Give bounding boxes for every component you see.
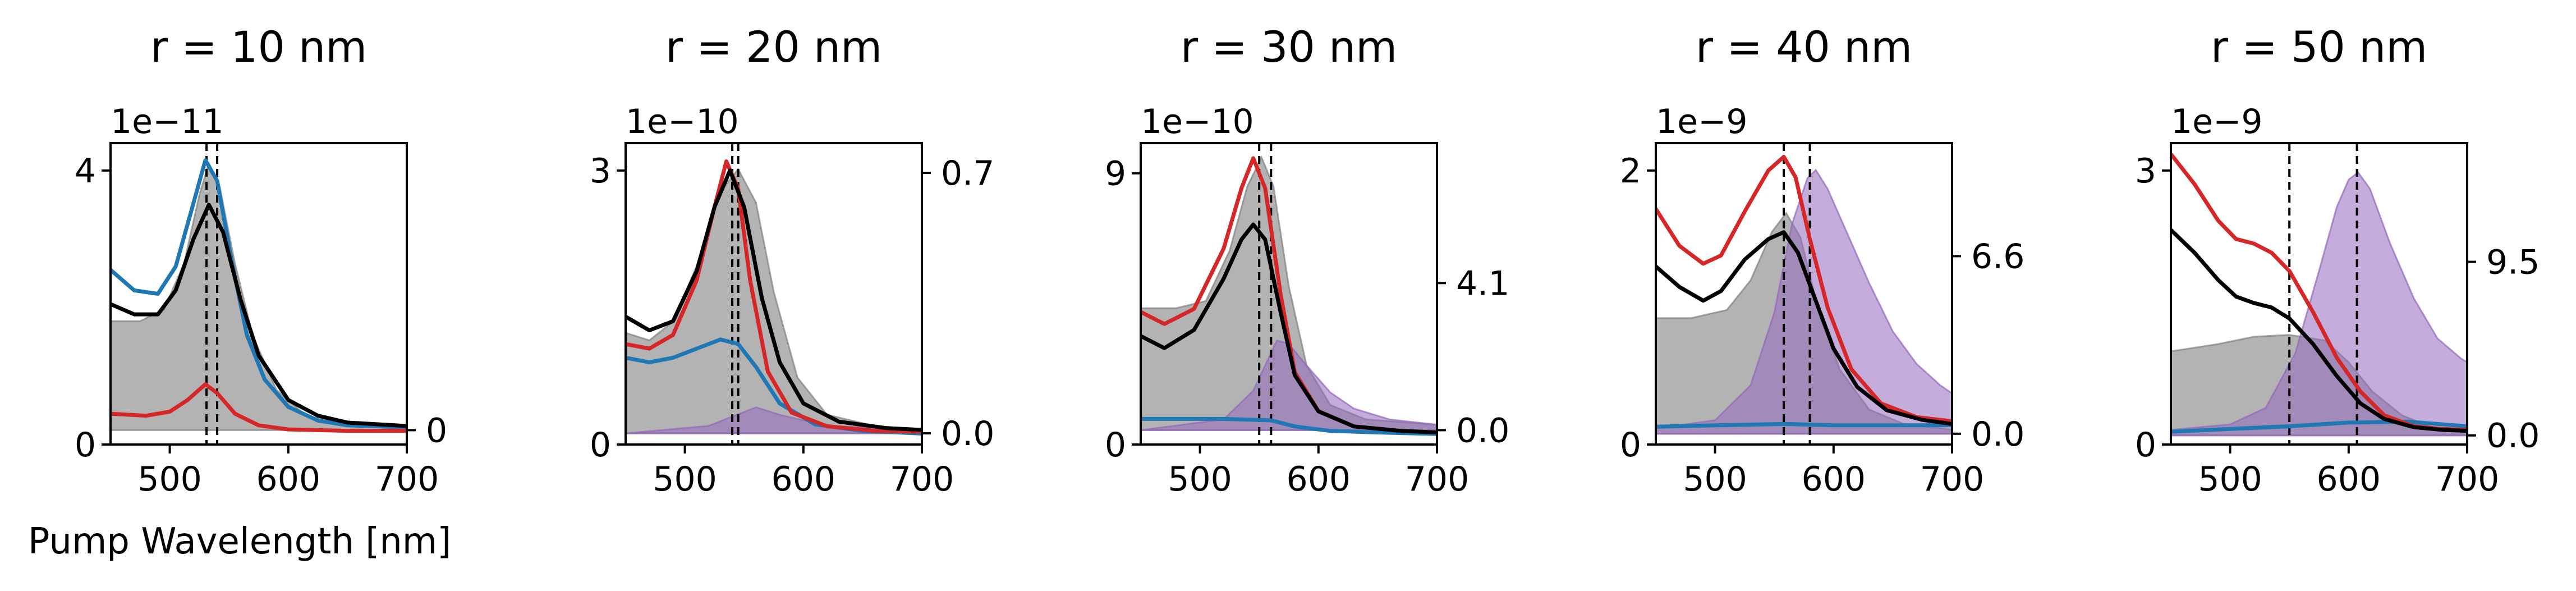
x-tick-label: 600 — [2317, 460, 2381, 499]
axes-frame — [109, 142, 408, 446]
left-y-tick-label: 3 — [2135, 152, 2156, 191]
y-axis-multiplier: 1e−10 — [626, 102, 739, 141]
left-y-tick-label: 0 — [590, 425, 611, 465]
series-line — [111, 203, 407, 428]
x-tick-label: 700 — [1405, 460, 1470, 499]
panel-title: r = 10 nm — [150, 22, 367, 72]
panel-4: 500 600 700 0 2 0.0 6.6 1e−9 r = 40 nm — [1620, 22, 2025, 499]
x-tick-label: 700 — [2435, 460, 2500, 499]
plot-area — [111, 143, 407, 445]
left-y-tick-label: 0 — [75, 425, 96, 465]
left-y-tick-label: 9 — [1105, 154, 1126, 194]
left-y-tick-label: 0 — [2135, 425, 2156, 465]
panel-1: 500 600 700 0 4 0 1e−11 r = 10 nm — [75, 22, 447, 499]
panel-title: r = 30 nm — [1181, 22, 1397, 72]
left-y-tick-label: 3 — [590, 152, 611, 191]
series-line — [1141, 416, 1437, 436]
left-y-tick-label: 0 — [1105, 425, 1126, 465]
y-axis-multiplier: 1e−11 — [111, 102, 224, 141]
plot-area — [2171, 143, 2467, 445]
right-y-tick-label: 0.0 — [1971, 415, 2024, 454]
panel-2: 500 600 700 0 3 0.0 0.7 1e−10 r = 20 nm — [590, 22, 995, 499]
x-tick-label: 600 — [256, 460, 321, 499]
series-line — [626, 168, 922, 432]
x-tick-label: 600 — [1287, 460, 1351, 499]
right-y-tick-label: 6.6 — [1971, 237, 2024, 276]
plot-area — [1656, 143, 1952, 445]
x-tick-label: 700 — [890, 460, 954, 499]
panel-5: 500 600 700 0 3 0.0 9.5 1e−9 r = 50 nm — [2135, 22, 2540, 499]
x-tick-label: 700 — [1920, 460, 1985, 499]
series-area — [2171, 171, 2467, 437]
x-tick-label: 500 — [1683, 460, 1747, 499]
x-axis-label: Pump Wavelength [nm] — [28, 521, 451, 562]
series-line — [1656, 154, 1952, 423]
series-line — [111, 382, 407, 433]
panel-title: r = 40 nm — [1696, 22, 1912, 72]
series-line — [1656, 422, 1952, 429]
y-axis-multiplier: 1e−9 — [1656, 102, 1748, 141]
right-y-tick-label: 0.0 — [941, 414, 994, 453]
series-area — [111, 161, 407, 431]
x-tick-label: 500 — [653, 460, 717, 499]
right-y-tick-label: 0.0 — [2486, 416, 2540, 456]
left-y-tick-label: 2 — [1620, 152, 1641, 191]
x-tick-label: 600 — [772, 460, 836, 499]
y-axis-multiplier: 1e−10 — [1141, 102, 1254, 141]
left-y-tick-label: 4 — [75, 152, 96, 191]
axes-frame — [1140, 142, 1438, 446]
axes-frame — [625, 142, 923, 446]
right-y-tick-label: 0.0 — [1456, 411, 1509, 450]
panel-3: 500 600 700 0 9 0.0 4.1 1e−10 r = 30 nm — [1105, 22, 1510, 499]
series-line — [2171, 419, 2467, 434]
y-axis-multiplier: 1e−9 — [2171, 102, 2263, 141]
x-tick-label: 500 — [2198, 460, 2262, 499]
series-line — [111, 158, 407, 429]
panel-title: r = 20 nm — [665, 22, 882, 72]
series-line — [1656, 230, 1952, 426]
plot-area — [626, 143, 922, 445]
right-y-tick-label: 0 — [426, 411, 447, 450]
x-tick-label: 600 — [1802, 460, 1866, 499]
x-tick-label: 500 — [137, 460, 202, 499]
right-y-tick-label: 4.1 — [1456, 264, 1509, 303]
series-line — [2171, 228, 2467, 433]
panel-title: r = 50 nm — [2211, 22, 2427, 72]
right-y-tick-label: 9.5 — [2486, 243, 2540, 282]
x-tick-label: 500 — [1168, 460, 1232, 499]
series-area — [1656, 168, 1952, 435]
axes-frame — [1655, 142, 1953, 446]
right-y-tick-label: 0.7 — [941, 154, 994, 193]
series-line — [1141, 222, 1437, 434]
x-tick-label: 700 — [375, 460, 439, 499]
left-y-tick-label: 0 — [1620, 425, 1641, 465]
plot-area — [1141, 143, 1437, 445]
axes-frame — [2170, 142, 2468, 446]
